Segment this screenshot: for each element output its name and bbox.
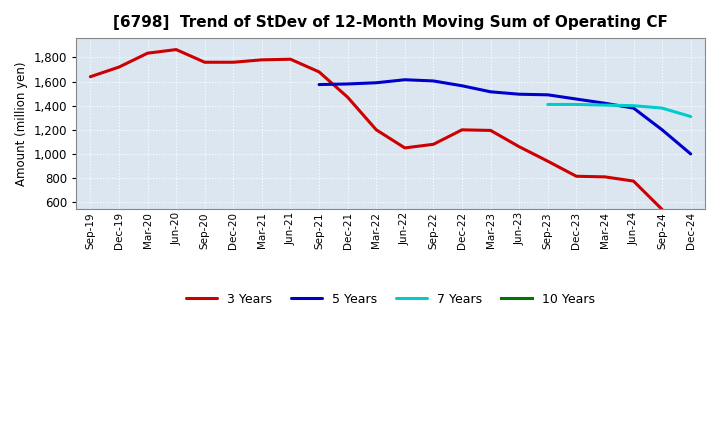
3 Years [286, 57, 294, 62]
7 Years [658, 106, 667, 111]
3 Years [343, 95, 352, 100]
3 Years [114, 64, 123, 70]
7 Years [686, 114, 695, 119]
7 Years [544, 102, 552, 107]
5 Years [486, 89, 495, 95]
5 Years [600, 101, 609, 106]
7 Years [600, 103, 609, 108]
5 Years [372, 80, 381, 85]
Line: 7 Years: 7 Years [548, 104, 690, 117]
7 Years [572, 102, 580, 107]
5 Years [658, 127, 667, 132]
3 Years [200, 59, 209, 65]
5 Years [629, 106, 638, 111]
3 Years [229, 59, 238, 65]
3 Years [86, 74, 95, 79]
5 Years [572, 96, 580, 102]
Title: [6798]  Trend of StDev of 12-Month Moving Sum of Operating CF: [6798] Trend of StDev of 12-Month Moving… [113, 15, 668, 30]
5 Years [458, 83, 467, 88]
3 Years [486, 128, 495, 133]
5 Years [343, 81, 352, 87]
3 Years [515, 144, 523, 149]
3 Years [658, 207, 667, 212]
5 Years [686, 151, 695, 157]
Line: 3 Years: 3 Years [91, 50, 662, 209]
3 Years [400, 145, 409, 150]
3 Years [544, 158, 552, 164]
3 Years [258, 57, 266, 62]
3 Years [629, 179, 638, 184]
5 Years [515, 92, 523, 97]
3 Years [429, 142, 438, 147]
3 Years [143, 51, 152, 56]
5 Years [315, 82, 323, 87]
3 Years [458, 127, 467, 132]
3 Years [572, 174, 580, 179]
3 Years [315, 69, 323, 74]
5 Years [400, 77, 409, 82]
Y-axis label: Amount (million yen): Amount (million yen) [15, 62, 28, 186]
7 Years [629, 103, 638, 108]
3 Years [172, 47, 181, 52]
Legend: 3 Years, 5 Years, 7 Years, 10 Years: 3 Years, 5 Years, 7 Years, 10 Years [181, 288, 600, 311]
3 Years [600, 174, 609, 180]
5 Years [429, 78, 438, 84]
3 Years [372, 127, 381, 132]
Line: 5 Years: 5 Years [319, 80, 690, 154]
5 Years [544, 92, 552, 98]
